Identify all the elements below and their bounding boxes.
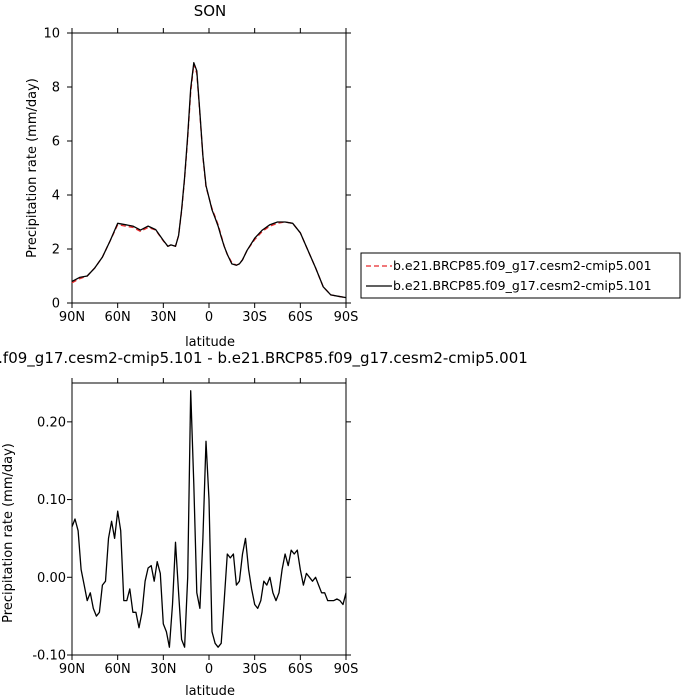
bottom-y-axis-label: Precipitation rate (mm/day) — [1, 443, 16, 623]
y-tick-label: 0.10 — [37, 493, 66, 508]
bottom-x-axis-label: latitude — [185, 684, 235, 699]
y-tick-label: 8 — [52, 81, 60, 96]
x-tick-label: 90N — [59, 310, 85, 325]
legend-label-001: b.e21.BRCP85.f09_g17.cesm2-cmip5.001 — [393, 258, 652, 273]
x-tick-label: 0 — [205, 662, 213, 677]
series-line-1-0 — [71, 390, 347, 648]
x-tick-label: 30S — [242, 310, 267, 325]
y-tick-label: -0.10 — [32, 649, 66, 664]
x-tick-label: 60S — [288, 310, 313, 325]
top-title: SON — [194, 2, 227, 20]
x-tick-label: 30N — [150, 662, 176, 677]
y-tick-label: 0.00 — [37, 571, 66, 586]
top-plot-frame — [71, 32, 347, 304]
top-y-axis-label: Precipitation rate (mm/day) — [25, 78, 40, 258]
series-line-0-0 — [71, 63, 347, 299]
series-line-0-1 — [71, 62, 347, 299]
legend-label-101: b.e21.BRCP85.f09_g17.cesm2-cmip5.101 — [393, 278, 652, 293]
x-tick-label: 90S — [334, 662, 359, 677]
y-tick-label: 4 — [52, 189, 60, 204]
y-tick-label: 0 — [52, 297, 60, 312]
top-panel: SON Precipitation rate (mm/day) latitude… — [25, 2, 358, 350]
x-tick-label: 30N — [150, 310, 176, 325]
y-tick-label: 6 — [52, 135, 60, 150]
x-tick-label: 0 — [205, 310, 213, 325]
bottom-title: b.e21.BRCP85.f09_g17.cesm2-cmip5.101 - b… — [0, 349, 528, 368]
x-tick-label: 60N — [105, 662, 131, 677]
x-tick-label: 90S — [334, 310, 359, 325]
x-tick-label: 30S — [242, 662, 267, 677]
y-tick-label: 10 — [43, 27, 60, 42]
bottom-panel: b.e21.BRCP85.f09_g17.cesm2-cmip5.101 - b… — [0, 349, 528, 699]
legend: b.e21.BRCP85.f09_g17.cesm2-cmip5.001 b.e… — [360, 252, 681, 299]
y-tick-label: 2 — [52, 243, 60, 258]
x-tick-label: 60S — [288, 662, 313, 677]
legend-box — [360, 252, 681, 299]
x-tick-label: 60N — [105, 310, 131, 325]
x-tick-label: 90N — [59, 662, 85, 677]
top-x-axis-label: latitude — [185, 335, 235, 350]
y-tick-label: 0.20 — [37, 415, 66, 430]
